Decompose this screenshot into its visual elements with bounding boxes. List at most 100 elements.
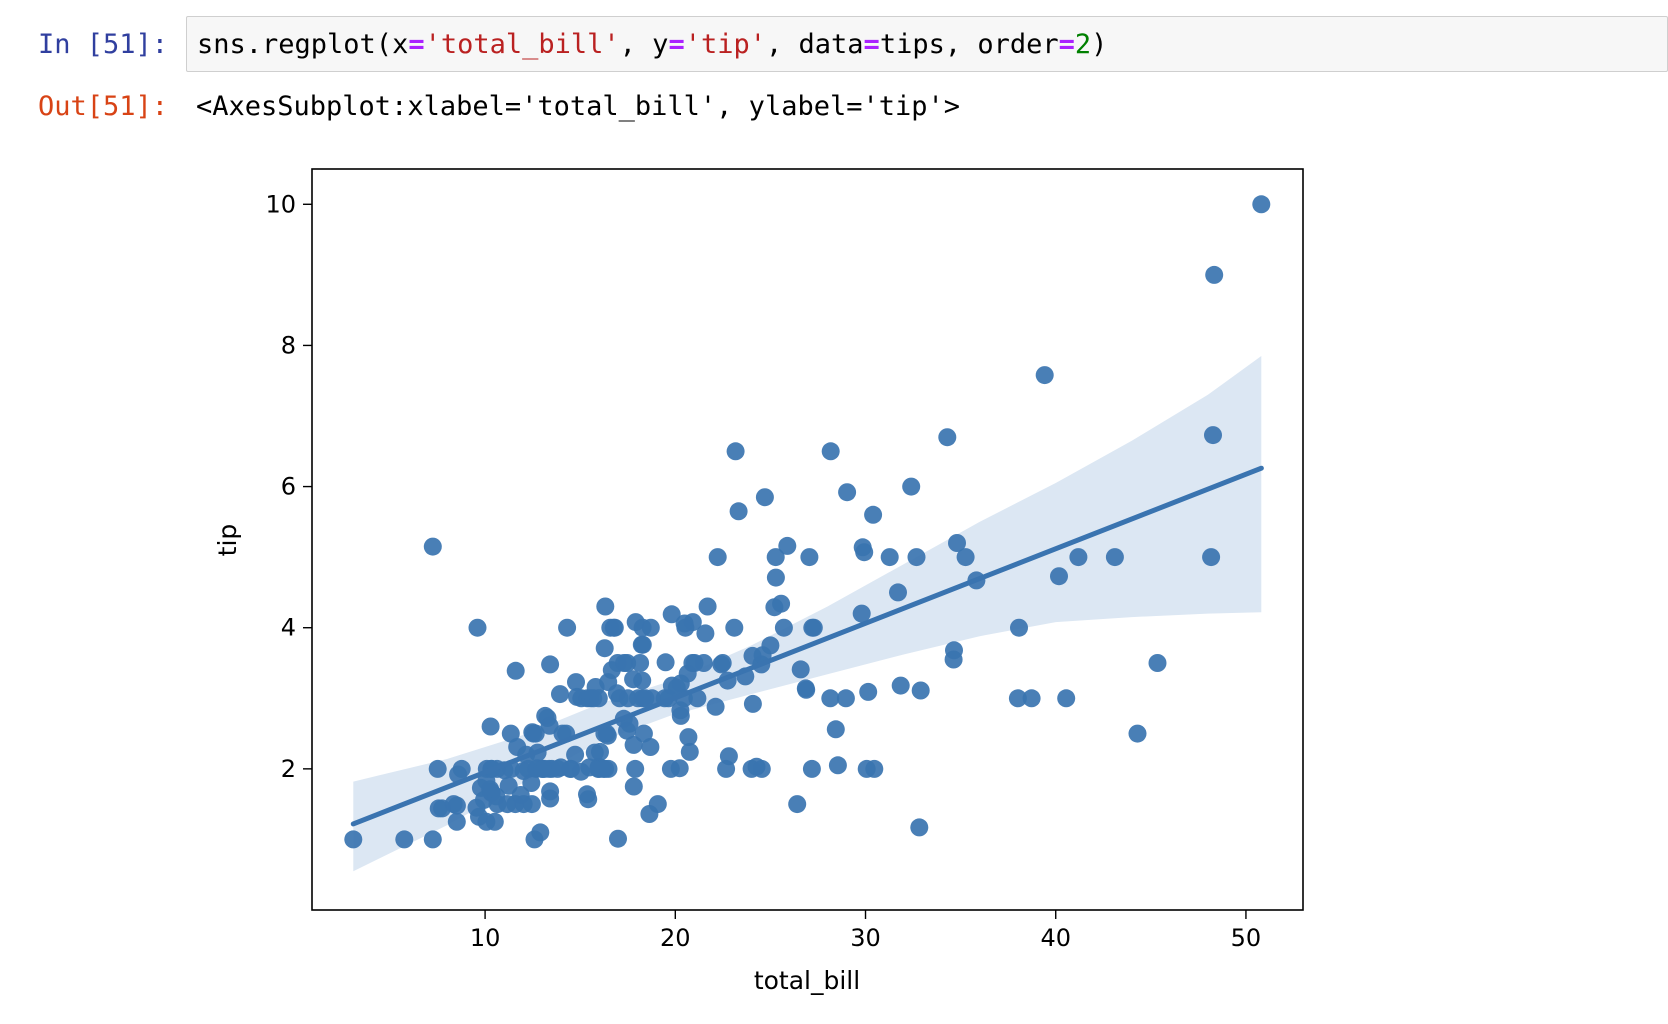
data-point — [725, 618, 744, 637]
data-point — [802, 759, 821, 778]
data-point — [766, 568, 785, 587]
code-token: 'tip' — [684, 29, 766, 60]
data-point — [804, 618, 823, 637]
data-point — [826, 720, 845, 739]
data-point — [596, 597, 615, 616]
code-token: = — [668, 29, 685, 60]
data-point — [800, 548, 819, 567]
data-point — [423, 830, 442, 849]
data-point — [599, 759, 618, 778]
x-tick-label: 30 — [850, 924, 881, 952]
data-point — [761, 636, 780, 655]
data-point — [828, 756, 847, 775]
data-point — [447, 812, 466, 831]
data-point — [821, 442, 840, 461]
data-point — [618, 654, 637, 672]
x-tick-label: 10 — [470, 924, 501, 952]
data-point — [609, 829, 627, 848]
input-prompt: In [51]: — [38, 29, 169, 60]
data-point — [948, 534, 966, 552]
data-point — [694, 654, 713, 672]
data-point — [662, 605, 681, 624]
y-tick-label: 10 — [265, 190, 296, 218]
data-point — [683, 613, 702, 632]
y-tick-label: 8 — [281, 331, 296, 359]
data-point — [634, 724, 653, 743]
data-point — [679, 728, 698, 747]
data-point — [859, 682, 878, 701]
code-token: , data — [766, 29, 864, 60]
code-token: , y — [619, 29, 669, 60]
data-point — [428, 759, 447, 778]
code-token: tips, order — [879, 29, 1059, 60]
data-point — [633, 635, 652, 654]
data-point — [911, 681, 930, 700]
code-editor[interactable]: sns.regplot(x='total_bill', y='tip', dat… — [186, 16, 1668, 72]
data-point — [1035, 366, 1054, 385]
data-point — [579, 790, 598, 809]
data-point — [531, 823, 550, 842]
data-point — [1205, 265, 1224, 284]
data-point — [540, 716, 559, 735]
data-point — [648, 795, 667, 814]
y-tick-label: 6 — [281, 473, 296, 501]
data-point — [522, 774, 541, 792]
data-point — [852, 604, 871, 623]
data-point — [501, 724, 520, 743]
data-point — [708, 548, 727, 567]
data-point — [566, 745, 585, 764]
data-point — [423, 537, 442, 556]
data-point — [778, 536, 797, 555]
data-point — [688, 689, 707, 708]
code-token: 2 — [1074, 29, 1092, 60]
data-point — [729, 502, 748, 521]
output-text: <AxesSubplot:xlabel='total_bill', ylabel… — [196, 91, 961, 122]
data-point — [506, 661, 525, 680]
data-point — [680, 742, 699, 761]
code-token: ) — [1091, 29, 1108, 60]
data-point — [891, 676, 910, 695]
data-point — [1148, 654, 1167, 672]
code-token: sns.regplot(x — [197, 29, 409, 60]
regplot-figure: 10 20 30 40 50 2 4 6 8 10 total_bill tip — [213, 168, 1304, 995]
data-point — [838, 483, 857, 502]
data-point — [1202, 548, 1221, 567]
data-point — [938, 428, 957, 447]
regression-line — [350, 465, 1264, 827]
data-point — [468, 618, 487, 637]
data-point — [956, 548, 975, 567]
data-point — [910, 818, 929, 837]
data-point — [541, 782, 560, 801]
data-point — [395, 830, 414, 849]
data-point — [836, 689, 855, 708]
data-point — [671, 706, 690, 725]
code-token: = — [408, 29, 425, 60]
data-point — [598, 726, 617, 745]
data-point — [698, 597, 717, 616]
x-tick-label: 20 — [660, 924, 691, 952]
data-point — [526, 724, 545, 743]
confidence-band — [353, 356, 1262, 872]
data-point — [706, 697, 725, 716]
data-point — [641, 738, 660, 756]
data-point — [344, 830, 363, 849]
data-point — [1069, 548, 1088, 567]
data-point — [641, 618, 660, 637]
data-point — [855, 543, 874, 562]
data-point — [485, 812, 504, 831]
data-point — [774, 618, 793, 637]
data-point — [567, 673, 585, 692]
x-axis-label: total_bill — [754, 966, 860, 995]
code-token: 'total_bill' — [424, 29, 620, 60]
data-point — [788, 795, 807, 814]
data-point — [541, 655, 560, 674]
data-point — [589, 689, 608, 708]
data-point — [1128, 724, 1147, 743]
data-point — [670, 759, 689, 778]
data-point — [945, 641, 963, 660]
data-point — [880, 548, 899, 567]
data-point — [626, 759, 645, 778]
data-point — [558, 618, 577, 637]
data-point — [752, 759, 771, 778]
data-point — [447, 796, 466, 815]
